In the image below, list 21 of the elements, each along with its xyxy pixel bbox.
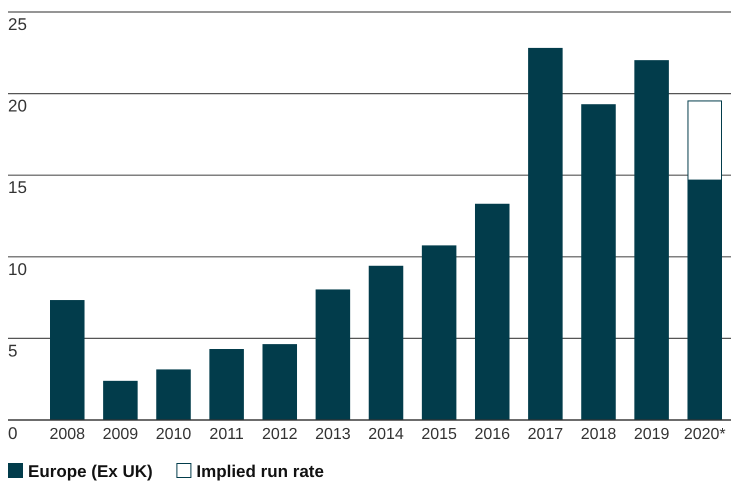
- x-tick-label: 2020*: [684, 426, 726, 443]
- y-tick-label: 25: [8, 15, 27, 34]
- legend-label: Implied run rate: [196, 462, 324, 481]
- legend-label: Europe (Ex UK): [28, 462, 153, 481]
- y-tick-label: 0: [8, 424, 18, 443]
- y-tick-label: 5: [8, 341, 18, 360]
- x-tick-label: 2013: [315, 426, 351, 443]
- x-tick-label: 2018: [580, 426, 616, 443]
- x-tick-label: 2015: [421, 426, 458, 443]
- y-tick-label: 15: [8, 178, 27, 198]
- x-tick-label: 2014: [368, 426, 404, 443]
- x-tick-label: 2012: [262, 426, 298, 443]
- y-tick-label: 20: [8, 96, 27, 116]
- x-tick-label: 2011: [209, 426, 244, 443]
- x-tick-label: 2016: [474, 426, 510, 443]
- y-tick-label: 10: [8, 260, 27, 279]
- x-tick-label: 2017: [528, 426, 564, 443]
- x-tick-label: 2019: [634, 426, 670, 443]
- x-tick-label: 2009: [102, 426, 138, 443]
- x-tick-label: 2010: [156, 426, 192, 443]
- x-tick-label: 2008: [49, 426, 86, 443]
